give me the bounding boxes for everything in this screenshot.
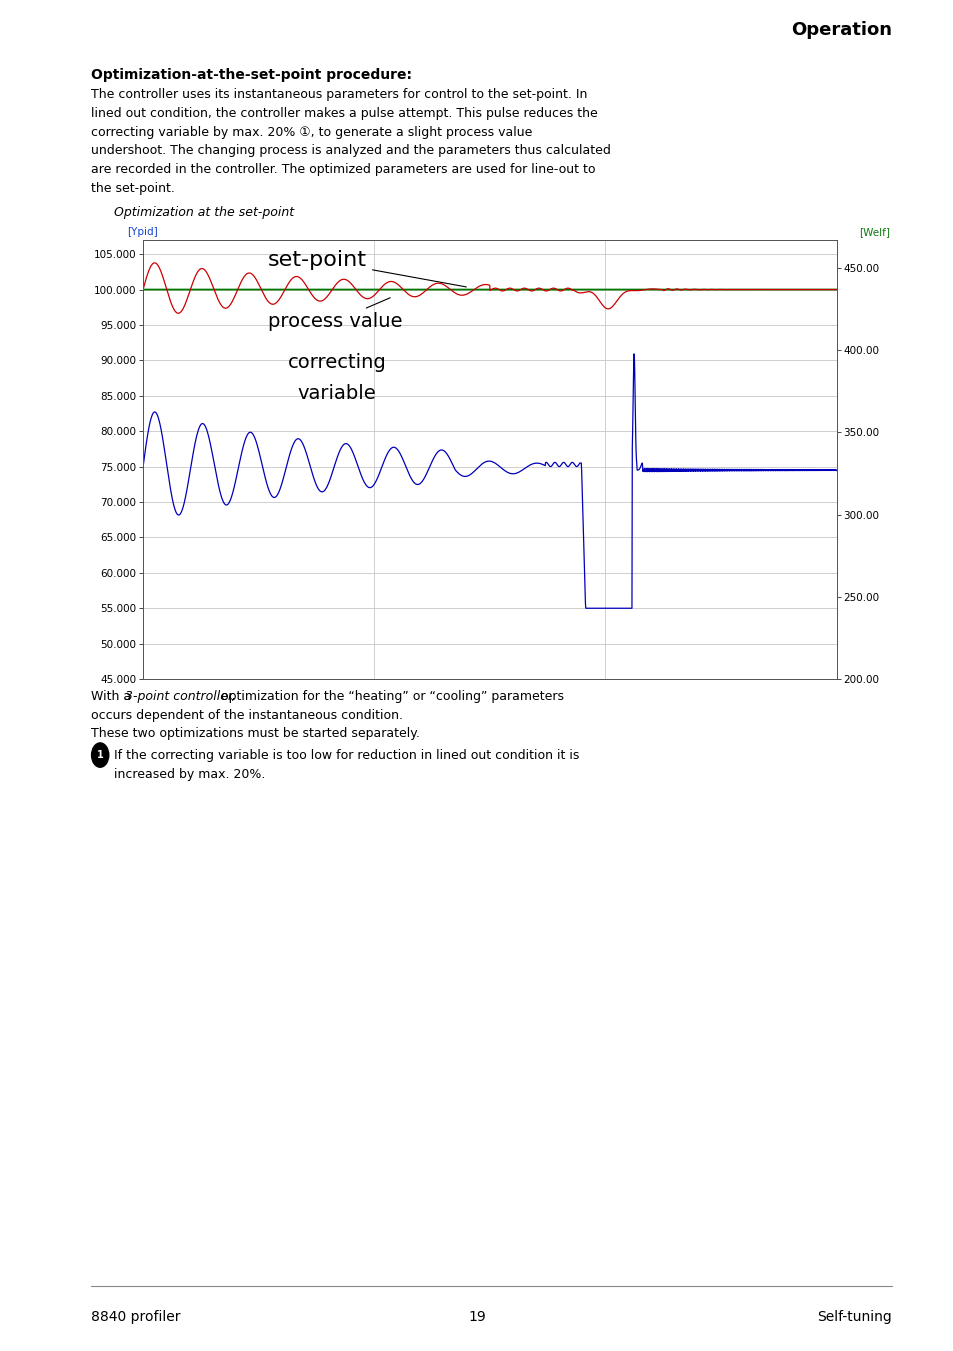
Text: correcting variable by max. 20% ①, to generate a slight process value: correcting variable by max. 20% ①, to ge… [91,126,532,139]
Text: occurs dependent of the instantaneous condition.: occurs dependent of the instantaneous co… [91,709,402,721]
Text: increased by max. 20%.: increased by max. 20%. [114,769,266,781]
Text: are recorded in the controller. The optimized parameters are used for line-out t: are recorded in the controller. The opti… [91,163,595,176]
Text: [Welf]: [Welf] [859,227,889,236]
Text: optimization for the “heating” or “cooling” parameters: optimization for the “heating” or “cooli… [216,690,563,703]
Text: the set-point.: the set-point. [91,182,174,195]
Text: These two optimizations must be started separately.: These two optimizations must be started … [91,727,419,740]
Text: undershoot. The changing process is analyzed and the parameters thus calculated: undershoot. The changing process is anal… [91,145,610,158]
Text: Optimization-at-the-set-point procedure:: Optimization-at-the-set-point procedure: [91,68,411,81]
Text: lined out condition, the controller makes a pulse attempt. This pulse reduces th: lined out condition, the controller make… [91,107,597,120]
Text: set-point: set-point [268,250,466,286]
Text: 8840 profiler: 8840 profiler [91,1310,180,1324]
Text: 19: 19 [468,1310,485,1324]
Text: 1: 1 [96,750,104,761]
Text: correcting
variable: correcting variable [288,353,386,403]
Text: If the correcting variable is too low for reduction in lined out condition it is: If the correcting variable is too low fo… [114,750,579,762]
Text: [Ypid]: [Ypid] [127,227,157,236]
Text: Self-tuning: Self-tuning [817,1310,891,1324]
Text: The controller uses its instantaneous parameters for control to the set-point. I: The controller uses its instantaneous pa… [91,88,586,101]
Text: Optimization at the set-point: Optimization at the set-point [114,207,294,219]
Text: Operation: Operation [790,20,891,39]
Text: 3-point controller,: 3-point controller, [125,690,235,703]
Text: process value: process value [268,297,402,331]
Text: With a: With a [91,690,134,703]
